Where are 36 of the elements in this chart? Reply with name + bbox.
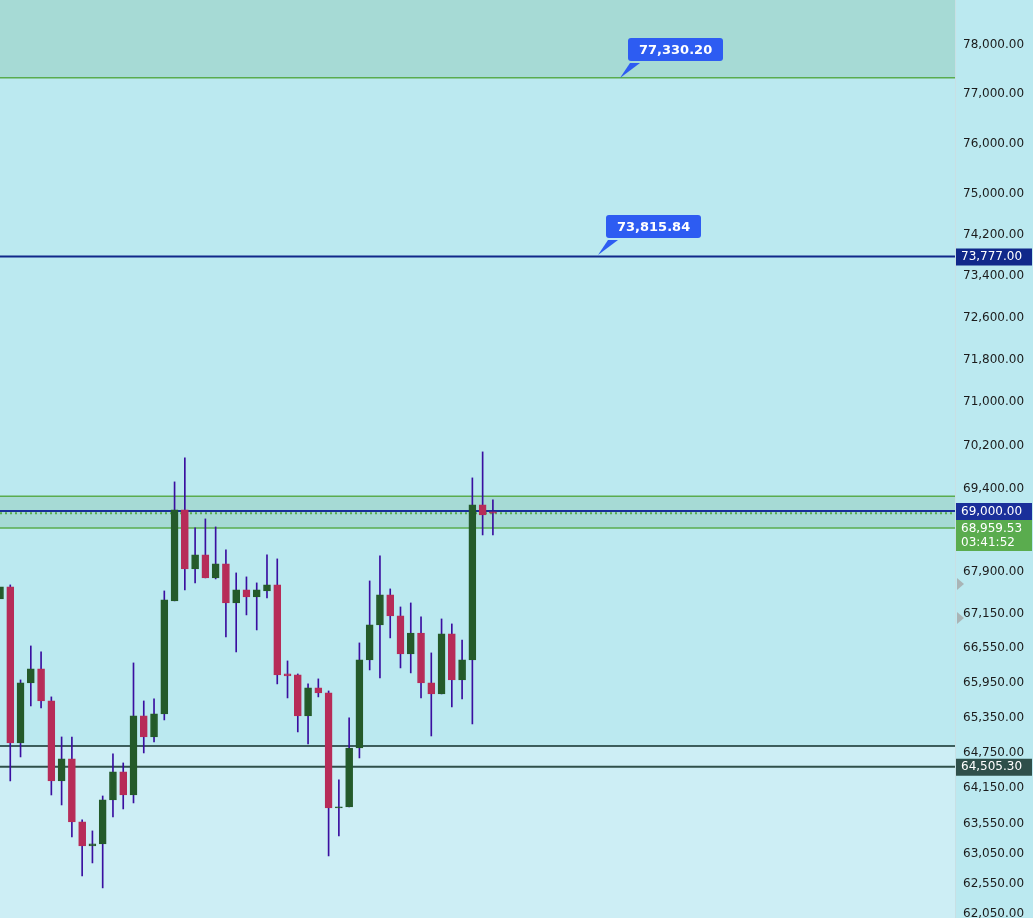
y-tick-label: 71,000.00 — [963, 394, 1025, 409]
y-tick-label: 67,900.00 — [963, 564, 1025, 579]
ref-line-label: 73,777.00 — [961, 249, 1023, 264]
y-tick-label: 66,550.00 — [963, 640, 1025, 655]
y-tick-label: 63,050.00 — [963, 845, 1025, 860]
candlestick — [427, 652, 436, 737]
candlestick — [335, 779, 343, 837]
y-tick-label: 65,350.00 — [963, 709, 1025, 724]
y-tick-label: 75,000.00 — [963, 186, 1025, 201]
candlestick — [263, 554, 271, 599]
y-tick-label: 62,550.00 — [963, 875, 1025, 890]
y-tick-label: 63,550.00 — [963, 815, 1025, 830]
y-tick-label: 70,200.00 — [963, 437, 1025, 452]
ref-line-label: 68,959.53 03:41:52 — [961, 520, 1023, 549]
y-tick-label: 74,200.00 — [963, 226, 1025, 241]
candlestick — [376, 555, 384, 679]
annotation: 77,330.20 — [628, 37, 724, 61]
annotation: 73,815.84 — [606, 214, 702, 238]
y-tick-label: 65,950.00 — [963, 674, 1025, 689]
ref-line-label: 64,505.30 — [961, 759, 1023, 774]
y-tick-label: 69,400.00 — [963, 481, 1025, 496]
ref-line-label: 69,000.00 — [961, 503, 1023, 518]
y-tick-label: 72,600.00 — [963, 309, 1025, 324]
candlestick — [489, 499, 497, 536]
candlestick — [26, 645, 35, 707]
y-tick-label: 64,150.00 — [963, 779, 1025, 794]
y-tick-label: 62,050.00 — [963, 906, 1025, 918]
y-tick-label: 71,800.00 — [963, 351, 1025, 366]
candlestick — [232, 572, 241, 653]
y-tick-label: 73,400.00 — [963, 268, 1025, 283]
y-tick-label: 64,750.00 — [963, 744, 1025, 759]
y-tick-label: 67,150.00 — [963, 606, 1025, 621]
y-tick-label: 77,000.00 — [963, 86, 1025, 101]
y-tick-label: 78,000.00 — [963, 37, 1025, 52]
candlestick — [252, 582, 261, 631]
y-tick-label: 76,000.00 — [963, 135, 1025, 150]
